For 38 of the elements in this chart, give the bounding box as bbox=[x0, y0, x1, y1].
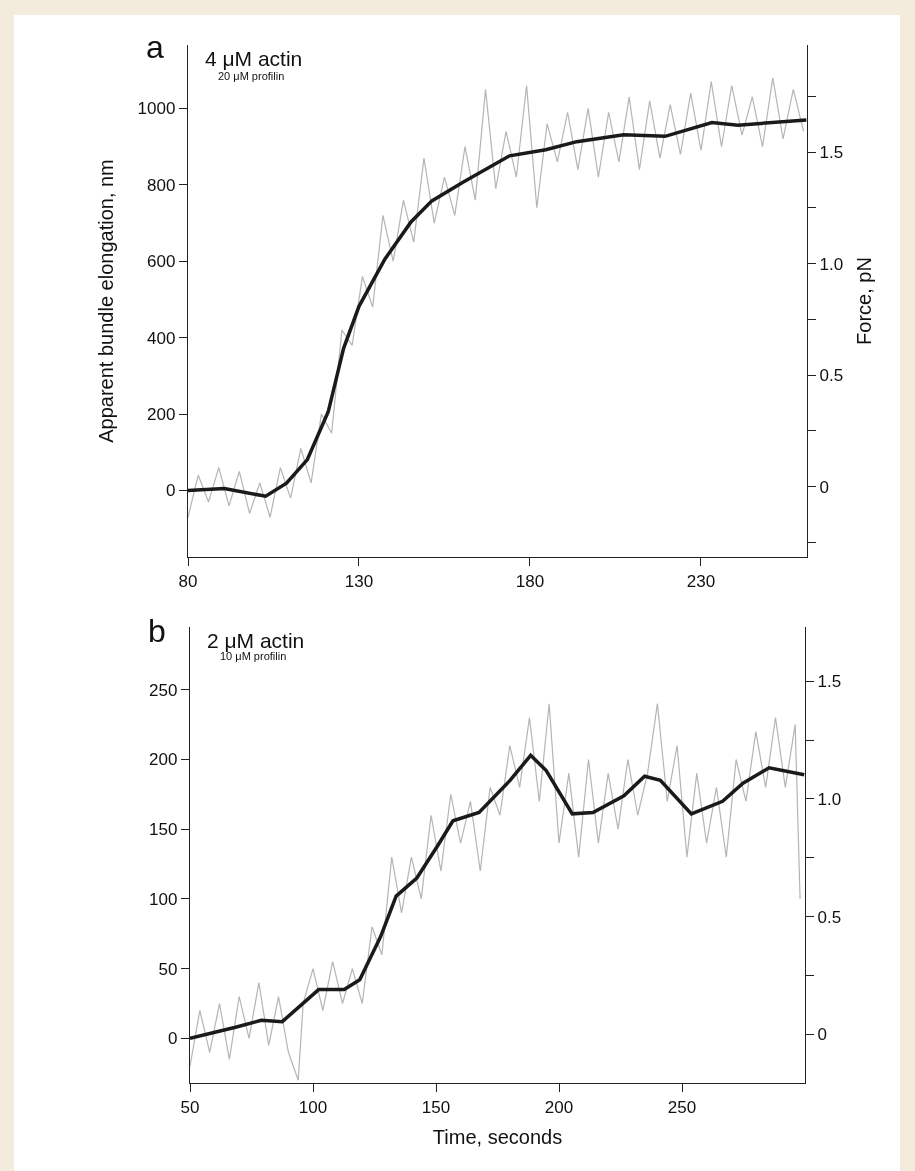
y-tick-label: 800 bbox=[147, 175, 176, 195]
x-tick-label: 230 bbox=[686, 571, 716, 591]
y2-tick-label: 1.5 bbox=[819, 143, 844, 163]
text: a bbox=[146, 29, 164, 65]
x-tick-label: 180 bbox=[515, 571, 545, 591]
y2-axis-title: Force, pN bbox=[852, 257, 875, 345]
y-tick-label: 0 bbox=[167, 1029, 178, 1049]
y-tick-label: 600 bbox=[147, 252, 176, 272]
y-tick-label: 0 bbox=[165, 481, 176, 501]
x-tick-label: 80 bbox=[178, 571, 198, 591]
y-tick-label: 200 bbox=[147, 405, 176, 425]
y-tick-label: 400 bbox=[147, 328, 176, 348]
x-tick-label: 130 bbox=[344, 571, 374, 591]
y-tick-label: 1000 bbox=[137, 99, 176, 119]
text: b bbox=[148, 613, 166, 649]
y2-tick-label: 0.5 bbox=[817, 907, 842, 927]
y-tick-label: 100 bbox=[149, 889, 178, 909]
y-tick-label: 150 bbox=[149, 820, 178, 840]
x-tick-label: 100 bbox=[298, 1097, 328, 1117]
x-tick-label: 150 bbox=[421, 1097, 451, 1117]
y-tick-label: 200 bbox=[149, 750, 178, 770]
chart-title: 4 μM actin bbox=[205, 47, 303, 70]
y2-tick-label: 1.0 bbox=[819, 254, 844, 274]
y2-tick-label: 0.5 bbox=[819, 366, 844, 386]
x-tick-label: 250 bbox=[667, 1097, 697, 1117]
y2-tick-label: 1.0 bbox=[817, 789, 842, 809]
y-tick-label: 50 bbox=[158, 959, 178, 979]
y2-tick-label: 1.5 bbox=[817, 672, 842, 692]
y2-tick-label: 0 bbox=[819, 477, 830, 497]
y-axis-title: Apparent bundle elongation, nm bbox=[95, 159, 118, 443]
x-tick-label: 200 bbox=[544, 1097, 574, 1117]
x-tick-label: 50 bbox=[180, 1097, 200, 1117]
y-tick-label: 250 bbox=[149, 680, 178, 700]
x-axis-title: Time, seconds bbox=[432, 1126, 563, 1148]
text: 20 μM profilin bbox=[218, 70, 285, 82]
y2-tick-label: 0 bbox=[817, 1025, 828, 1045]
line-series bbox=[190, 703, 801, 1081]
chart-title: 2 μM actin bbox=[207, 629, 305, 652]
